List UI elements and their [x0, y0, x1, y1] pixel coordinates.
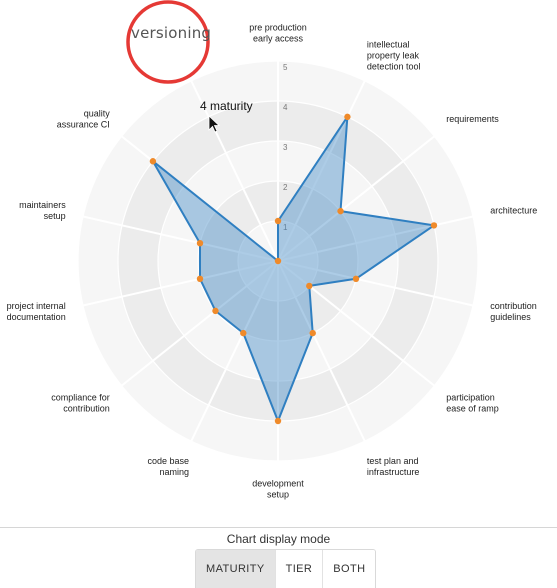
radar-axis-label: participation ease of ramp	[446, 393, 499, 414]
radar-spoke	[82, 215, 279, 262]
maturity-mode-button[interactable]: MATURITY	[196, 550, 276, 588]
maturity-point[interactable]	[344, 113, 351, 121]
maturity-point[interactable]	[337, 207, 344, 215]
chart-display-mode-panel: Chart display mode MATURITY TIER BOTH	[0, 527, 557, 588]
maturity-point[interactable]	[196, 275, 204, 283]
radar-axis-label: quality assurance CI	[57, 108, 111, 129]
tooltip: 4 maturity	[200, 99, 253, 113]
radar-axis-label: compliance for contribution	[51, 393, 110, 414]
versioning-highlight: versioning	[126, 0, 211, 84]
radar-spoke	[277, 260, 435, 387]
radar-tick-label: 2	[283, 183, 288, 192]
chart-display-mode-title: Chart display mode	[226, 532, 331, 546]
radar-tick-labels: 1 2 3 4 5	[283, 63, 288, 232]
radar-axis-label: contribution guidelines	[490, 301, 537, 322]
highlight-label: versioning	[131, 24, 211, 42]
maturity-point[interactable]	[430, 222, 438, 229]
maturity-point[interactable]	[212, 307, 219, 315]
radar-axis-label: development setup	[252, 479, 304, 500]
maturity-point[interactable]	[274, 217, 282, 225]
radar-spoke	[190, 80, 279, 262]
radar-spoke	[82, 260, 279, 307]
maturity-point[interactable]	[240, 329, 247, 337]
radar-spoke	[277, 260, 474, 307]
radar-axis-label: code base naming	[148, 456, 190, 477]
tooltip-text: 4 maturity	[200, 99, 253, 113]
display-mode-toggle-group: MATURITY TIER BOTH	[195, 549, 377, 588]
maturity-point[interactable]	[309, 329, 316, 337]
radar-tick-label: 5	[283, 63, 288, 72]
radar-axis-label: pre production early access	[249, 23, 307, 44]
tier-mode-button[interactable]: TIER	[275, 550, 324, 588]
maturity-point[interactable]	[149, 158, 157, 165]
radar-series	[149, 113, 438, 425]
radar-spoke	[277, 215, 474, 262]
radar-axis-label: intellectual property leak detection tool	[367, 40, 421, 72]
radar-spoke	[190, 260, 279, 442]
radar-axis-label: requirements	[446, 114, 499, 124]
radar-axis-label: project internal documentation	[7, 301, 66, 322]
radar-tick-label: 4	[283, 103, 288, 112]
both-mode-button[interactable]: BOTH	[323, 550, 376, 588]
cursor-icon	[208, 115, 221, 133]
maturity-point[interactable]	[306, 282, 313, 290]
radar-axis-label: test plan and infrastructure	[367, 456, 420, 477]
radar-axis-labels: pre production early access intellectual pr…	[7, 23, 538, 500]
maturity-point[interactable]	[274, 257, 282, 265]
radar-spoke	[277, 80, 366, 262]
radar-spoke	[277, 260, 366, 442]
radar-axis-label: maintainers setup	[19, 200, 66, 221]
radar-spokes	[82, 61, 474, 461]
highlight-ring	[126, 0, 210, 84]
radar-tick-label: 3	[283, 143, 288, 152]
maturity-point[interactable]	[196, 239, 204, 247]
radar-tick-label: 1	[283, 223, 288, 232]
radar-axis-label: architecture	[490, 205, 537, 215]
radar-spoke	[277, 135, 435, 262]
maturity-point[interactable]	[352, 275, 360, 283]
maturity-point[interactable]	[274, 417, 282, 425]
radar-spoke	[121, 260, 279, 387]
